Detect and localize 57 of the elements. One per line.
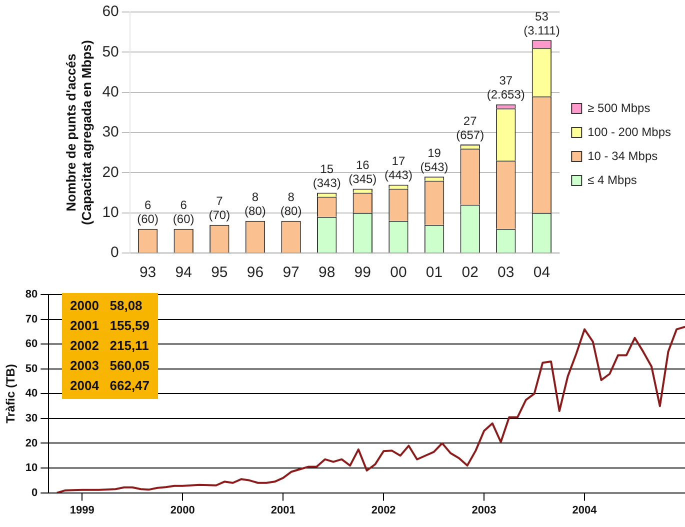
y-tick-label: 50 [102, 43, 119, 60]
y-tick-label: 0 [32, 486, 38, 499]
y-tick-label: 50 [25, 362, 38, 375]
y-tick-label: 60 [102, 3, 119, 20]
annotation: 2004 662,47 [70, 377, 150, 395]
annotation: 2001 155,59 [70, 317, 150, 335]
total-label: 7 (70) [208, 194, 230, 222]
total-label: 53 (3.111) [524, 9, 560, 38]
y-tick-label: 70 [25, 313, 38, 326]
total-label: 17 (443) [384, 154, 412, 182]
y-tick-label: 10 [25, 462, 38, 474]
x-tick-label: 03 [498, 264, 514, 282]
x-tick-label: 2001 [270, 504, 296, 516]
total-label: 15 (343) [312, 162, 341, 190]
x-tick-label: 2000 [170, 504, 195, 516]
legend-label: ≤ 4 Mbps [588, 172, 637, 187]
y-tick-label: 20 [102, 164, 119, 181]
x-tick-label: 2003 [472, 504, 496, 516]
x-tick-label: 95 [211, 264, 228, 282]
y-tick-label: 80 [25, 288, 38, 301]
total-label: 27 (657) [456, 114, 484, 142]
x-tick-label: 01 [426, 264, 443, 282]
legend-label: 100 - 200 Mbps [588, 124, 672, 139]
y-tick-label: 30 [102, 124, 119, 141]
y-tick-label: 0 [110, 244, 119, 262]
legend-label: 10 - 34 Mbps [588, 148, 658, 163]
x-tick-label: 98 [318, 264, 336, 282]
total-label: 6 (60) [137, 198, 158, 226]
annotation: 2002 215,11 [70, 337, 150, 355]
x-tick-label: 2002 [371, 504, 396, 516]
total-label: 16 (345) [348, 158, 377, 186]
legend-label: ≥ 500 Mbps [588, 100, 650, 115]
x-tick-label: 94 [175, 264, 192, 282]
total-label: 6 (60) [172, 198, 194, 226]
y-axis-title: Nombre de punts d'accés (Capacitat agregada en Mbps) [63, 40, 94, 225]
x-tick-label: 96 [246, 264, 264, 282]
x-tick-label: 02 [462, 264, 478, 282]
y-tick-label: 30 [25, 412, 38, 425]
total-label: 19 (543) [420, 146, 448, 174]
x-tick-label: 00 [390, 264, 407, 282]
y-tick-label: 60 [25, 338, 38, 350]
total-label: 8 (80) [244, 190, 266, 218]
y-tick-label: 40 [25, 388, 38, 400]
x-tick-label: 1999 [70, 504, 94, 516]
x-tick-label: 97 [282, 264, 300, 282]
annotation: 2003 560,05 [70, 357, 150, 375]
x-tick-label: 93 [139, 264, 156, 282]
y-axis-title: Tràfic (TB) [4, 364, 18, 424]
y-tick-label: 10 [102, 204, 119, 221]
x-tick-label: 04 [533, 264, 550, 282]
annotation: 2000 58,08 [70, 297, 144, 315]
x-tick-label: 99 [354, 264, 371, 282]
y-tick-label: 20 [25, 437, 38, 450]
total-label: 8 (80) [280, 190, 302, 218]
y-tick-label: 40 [102, 83, 119, 100]
x-tick-label: 2004 [572, 504, 598, 516]
total-label: 37 (2.653) [486, 74, 525, 102]
